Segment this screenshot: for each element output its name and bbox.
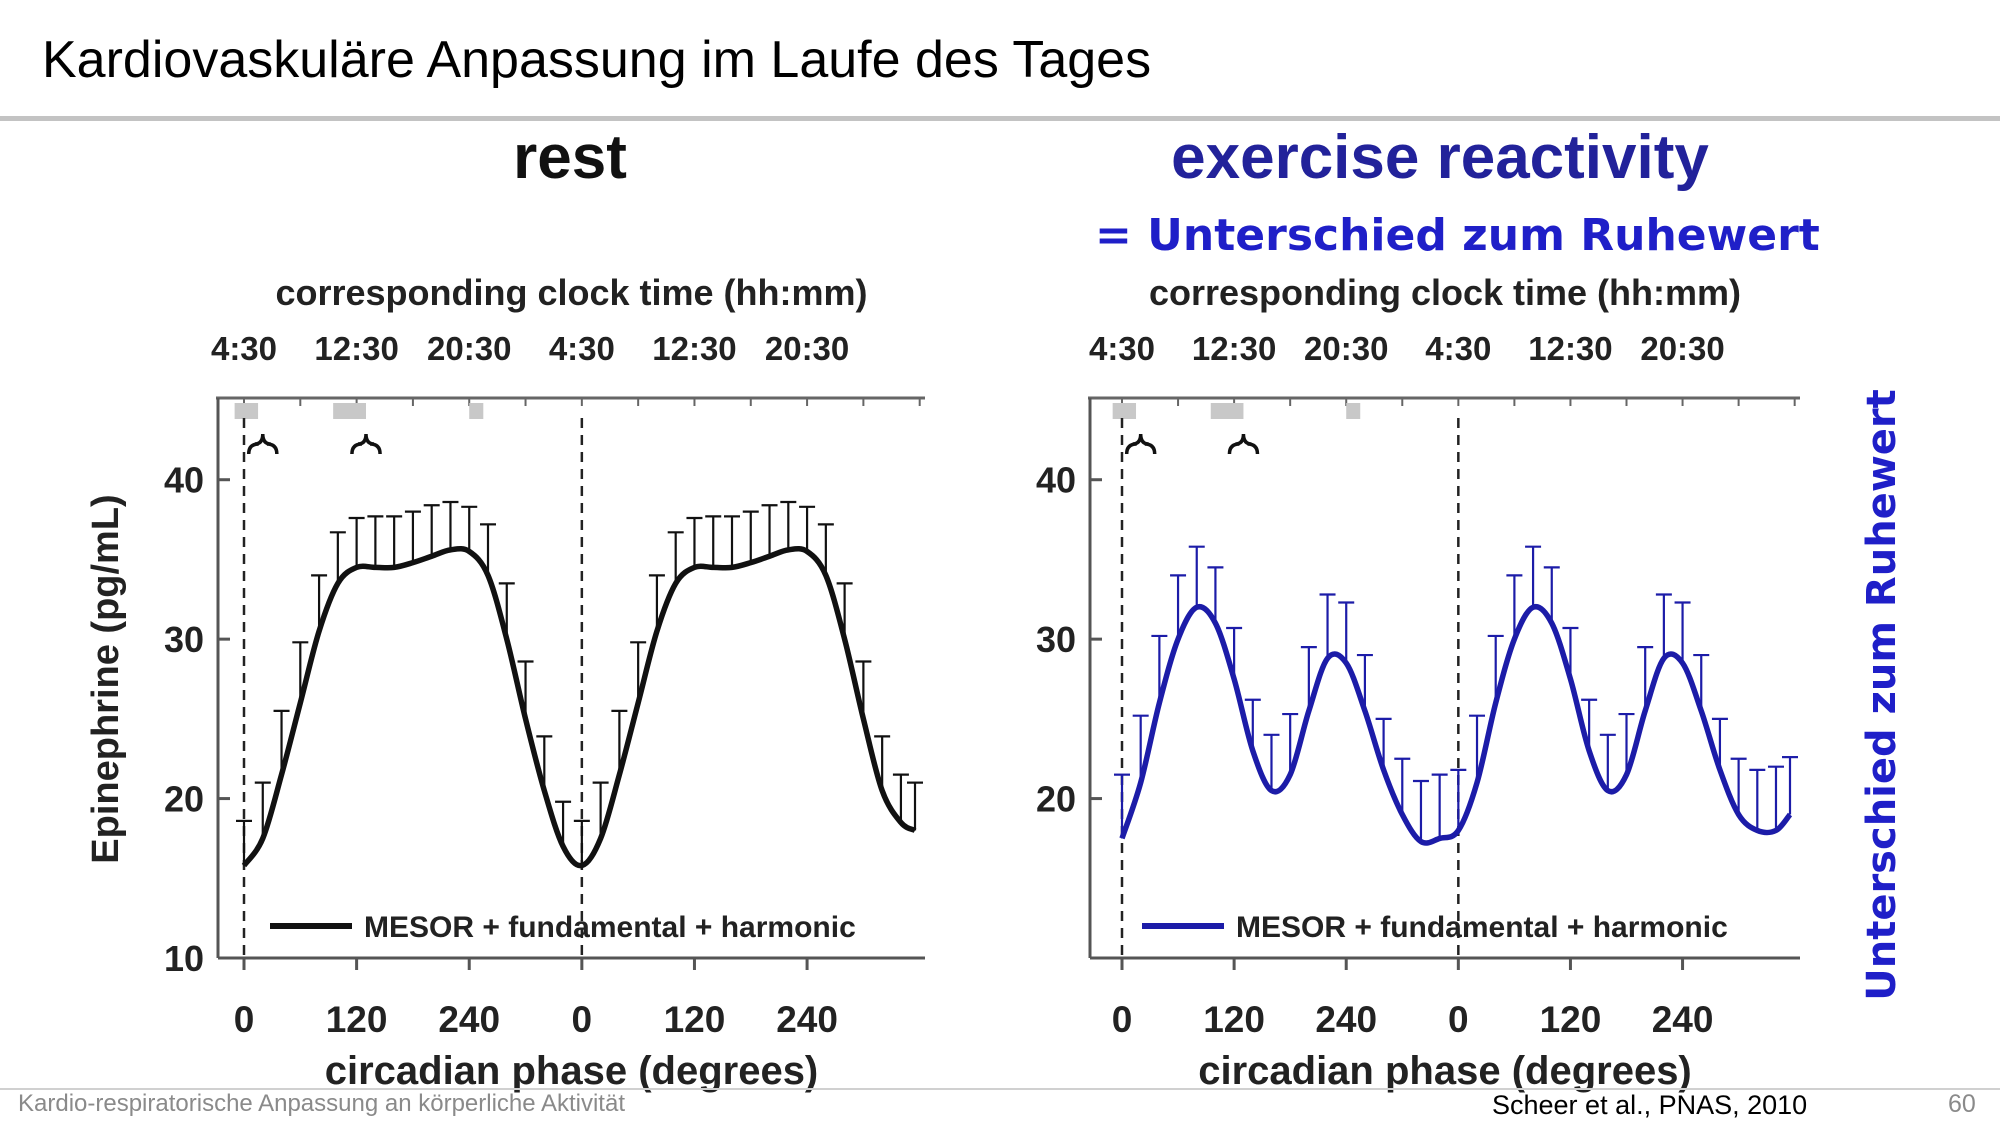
top-tick-label: 12:30 — [314, 330, 398, 367]
curly-brace — [1227, 433, 1260, 455]
top-tick-label: 20:30 — [1640, 330, 1724, 367]
page-number: 60 — [1948, 1090, 1976, 1118]
x-tick-label: 120 — [1540, 999, 1602, 1040]
sleep-band — [469, 403, 484, 419]
chart-title-exercise: exercise reactivity — [1171, 123, 1709, 192]
y-tick-label: 40 — [1036, 460, 1076, 501]
top-tick-label: 20:30 — [765, 330, 849, 367]
footer-divider — [0, 1088, 2000, 1090]
x-tick-label: 240 — [438, 999, 500, 1040]
sleep-band — [1112, 403, 1137, 419]
top-tick-label: 12:30 — [1528, 330, 1612, 367]
y-tick-label: 20 — [1036, 779, 1076, 820]
top-tick-label: 4:30 — [549, 330, 615, 367]
footer-course-title: Kardio-respiratorische Anpassung an körp… — [18, 1090, 625, 1117]
mean-curve — [241, 546, 917, 869]
x-tick-label: 120 — [1203, 999, 1265, 1040]
top-tick-label: 4:30 — [1089, 330, 1155, 367]
x-tick-label: 120 — [664, 999, 726, 1040]
chart-title-rest: rest — [513, 123, 627, 192]
x-tick-label: 240 — [1315, 999, 1377, 1040]
slide-title: Kardiovaskuläre Anpassung im Laufe des T… — [42, 31, 1152, 89]
x-tick-label: 120 — [326, 999, 388, 1040]
top-tick-label: 12:30 — [1192, 330, 1276, 367]
title-divider — [0, 116, 2000, 121]
curly-brace — [246, 433, 279, 455]
x-axis-title: circadian phase (degrees) — [325, 1049, 819, 1093]
sleep-band — [333, 403, 366, 419]
x-axis-title: circadian phase (degrees) — [1198, 1049, 1692, 1093]
side-note-text: Unterschied zum Ruhewert — [1859, 389, 1905, 1001]
y-tick-label: 10 — [164, 938, 204, 979]
subtitle-equals: = Unterschied zum Ruhewert — [1095, 210, 1820, 261]
legend-label: MESOR + fundamental + harmonic — [1236, 911, 1728, 944]
mean-curve — [1119, 603, 1793, 846]
y-tick-label: 30 — [1036, 619, 1076, 660]
x-tick-label: 0 — [1112, 999, 1133, 1040]
x-tick-label: 240 — [776, 999, 838, 1040]
top-axis-title: corresponding clock time (hh:mm) — [1149, 272, 1741, 313]
y-tick-label: 40 — [164, 460, 204, 501]
sleep-band — [1210, 403, 1244, 419]
top-tick-label: 4:30 — [1425, 330, 1491, 367]
top-axis-title: corresponding clock time (hh:mm) — [275, 272, 867, 313]
top-tick-label: 12:30 — [652, 330, 736, 367]
sleep-band — [1346, 403, 1361, 419]
x-tick-label: 0 — [234, 999, 255, 1040]
side-note: Unterschied zum Ruhewert — [1852, 389, 1912, 1001]
x-tick-label: 0 — [572, 999, 593, 1040]
x-tick-label: 0 — [1448, 999, 1469, 1040]
top-tick-label: 4:30 — [211, 330, 277, 367]
curly-brace — [1124, 433, 1157, 455]
top-tick-label: 20:30 — [427, 330, 511, 367]
sleep-band — [234, 403, 259, 419]
y-tick-label: 30 — [164, 619, 204, 660]
footer-citation: Scheer et al., PNAS, 2010 — [1492, 1090, 1808, 1120]
curly-brace — [350, 433, 382, 455]
y-tick-label: 20 — [164, 779, 204, 820]
x-tick-label: 240 — [1652, 999, 1714, 1040]
y-axis-title: Epinephrine (pg/mL) — [85, 494, 127, 863]
legend-label: MESOR + fundamental + harmonic — [364, 911, 856, 944]
top-tick-label: 20:30 — [1304, 330, 1388, 367]
